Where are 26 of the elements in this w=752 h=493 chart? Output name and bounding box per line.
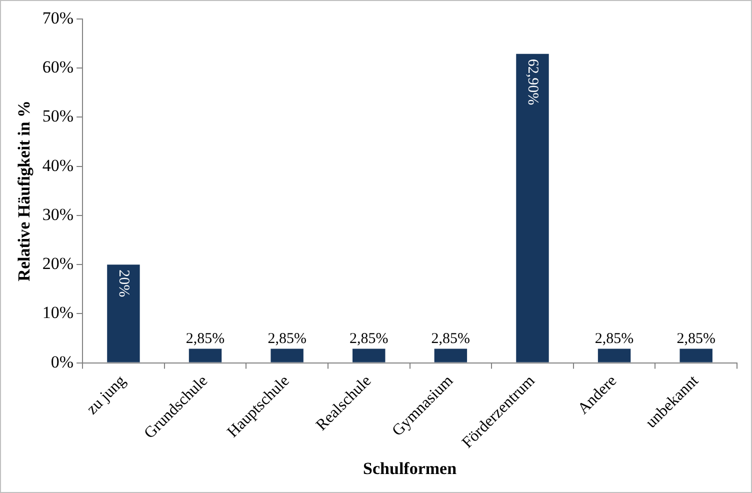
- y-tick-label: 40%: [42, 156, 74, 175]
- bar: [516, 54, 549, 362]
- y-tick-label: 30%: [42, 204, 74, 224]
- bar: [188, 348, 222, 362]
- y-tick-label: 60%: [42, 58, 74, 77]
- x-axis-title: Schulformen: [363, 459, 458, 478]
- bar: [270, 348, 304, 362]
- y-tick-label: 10%: [42, 303, 74, 322]
- bar: [598, 348, 631, 362]
- y-tick-label: 70%: [42, 8, 74, 28]
- data-label: 2,85%: [594, 331, 634, 348]
- data-label: 20%: [116, 270, 132, 298]
- data-label: 2,85%: [186, 331, 225, 348]
- y-axis-title: Relative Häufigkeit in %: [14, 100, 34, 282]
- bar: [680, 348, 712, 362]
- y-tick-label: 50%: [42, 106, 74, 126]
- data-label: 2,85%: [676, 331, 716, 348]
- bar: [107, 264, 140, 362]
- y-tick-label: 20%: [42, 254, 74, 274]
- y-tick-label: 0%: [50, 352, 74, 372]
- data-label: 2,85%: [268, 331, 306, 348]
- bar: [352, 348, 386, 362]
- data-label: 2,85%: [350, 331, 388, 348]
- data-label: 2,85%: [431, 331, 470, 348]
- bar: [434, 348, 468, 362]
- data-label: 62,90%: [524, 58, 541, 106]
